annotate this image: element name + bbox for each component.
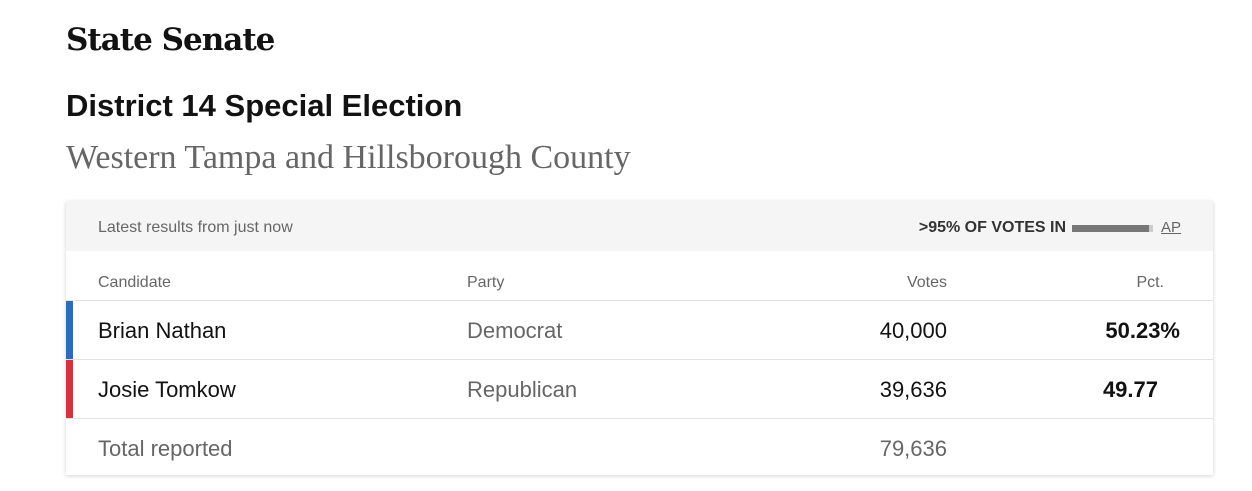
candidate-party: Republican [467,377,578,402]
reporting-progress-bar [1072,225,1153,232]
candidate-votes: 40,000 [879,318,947,343]
candidate-pct: 50.23% [1105,318,1180,343]
candidate-party: Democrat [467,318,563,343]
page-title: State Senate [66,22,275,58]
total-row: Total reported 79,636 [66,418,1213,477]
table-row: Josie Tomkow Republican 39,636 49.77 [66,359,1213,418]
race-subtitle: District 14 Special Election [66,88,463,123]
column-header-party: Party [467,274,505,291]
total-votes: 79,636 [879,436,947,461]
party-color-bar [66,360,73,418]
reporting-progress-fill [1072,225,1149,232]
column-header-votes: Votes [906,274,947,291]
column-header-candidate: Candidate [98,274,171,291]
candidate-pct: 49.77 [1102,377,1158,402]
table-row: Brian Nathan Democrat 40,000 50.23% [66,300,1213,359]
total-label: Total reported [98,436,233,461]
latest-results-text: Latest results from just now [98,219,293,236]
candidate-name: Josie Tomkow [98,377,236,402]
race-region: Western Tampa and Hillsborough County [66,139,631,176]
column-header-pct: Pct. [1136,274,1164,291]
candidate-name: Brian Nathan [98,318,227,343]
status-bar: Latest results from just now >95% OF VOT… [66,201,1213,251]
ap-source-link[interactable]: AP [1161,219,1182,236]
results-table: Latest results from just now >95% OF VOT… [66,201,1213,475]
party-color-bar [66,301,73,359]
votes-in-label: >95% OF VOTES IN [918,219,1066,236]
candidate-votes: 39,636 [879,377,947,402]
